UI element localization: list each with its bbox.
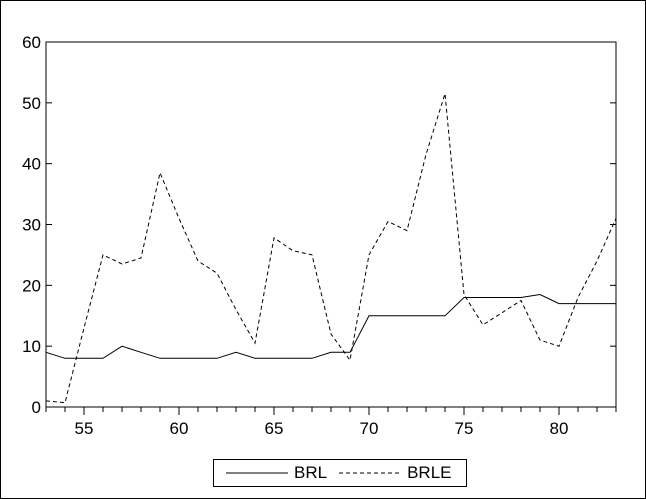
series-line-brle [45,93,617,404]
x-tick-label: 60 [170,419,189,438]
x-tick-label: 80 [550,419,569,438]
x-tick-label: 75 [455,419,474,438]
y-tick-label: 50 [22,94,41,113]
x-tick-label: 70 [360,419,379,438]
legend: BRL BRLE [213,459,467,487]
legend-swatch-brl [226,472,288,474]
y-tick-label: 20 [22,276,41,295]
legend-swatch-brle [339,472,402,474]
y-tick-label: 40 [22,155,41,174]
y-tick-label: 10 [22,337,41,356]
y-axis: 0 10 20 30 40 50 60 [22,33,616,417]
legend-item-brl: BRL [214,460,327,486]
legend-label-brle: BRLE [407,463,452,482]
y-tick-label: 30 [22,216,41,235]
x-axis: 55 60 65 70 75 80 [45,407,617,438]
legend-item-brle: BRLE [327,460,452,486]
series-line-brl [45,293,616,359]
x-tick-label: 55 [75,419,94,438]
series-lines [45,93,617,404]
legend-label-brl: BRL [294,463,328,482]
y-tick-label: 0 [32,398,41,417]
y-tick-label: 60 [22,33,41,52]
x-tick-label: 65 [265,419,284,438]
